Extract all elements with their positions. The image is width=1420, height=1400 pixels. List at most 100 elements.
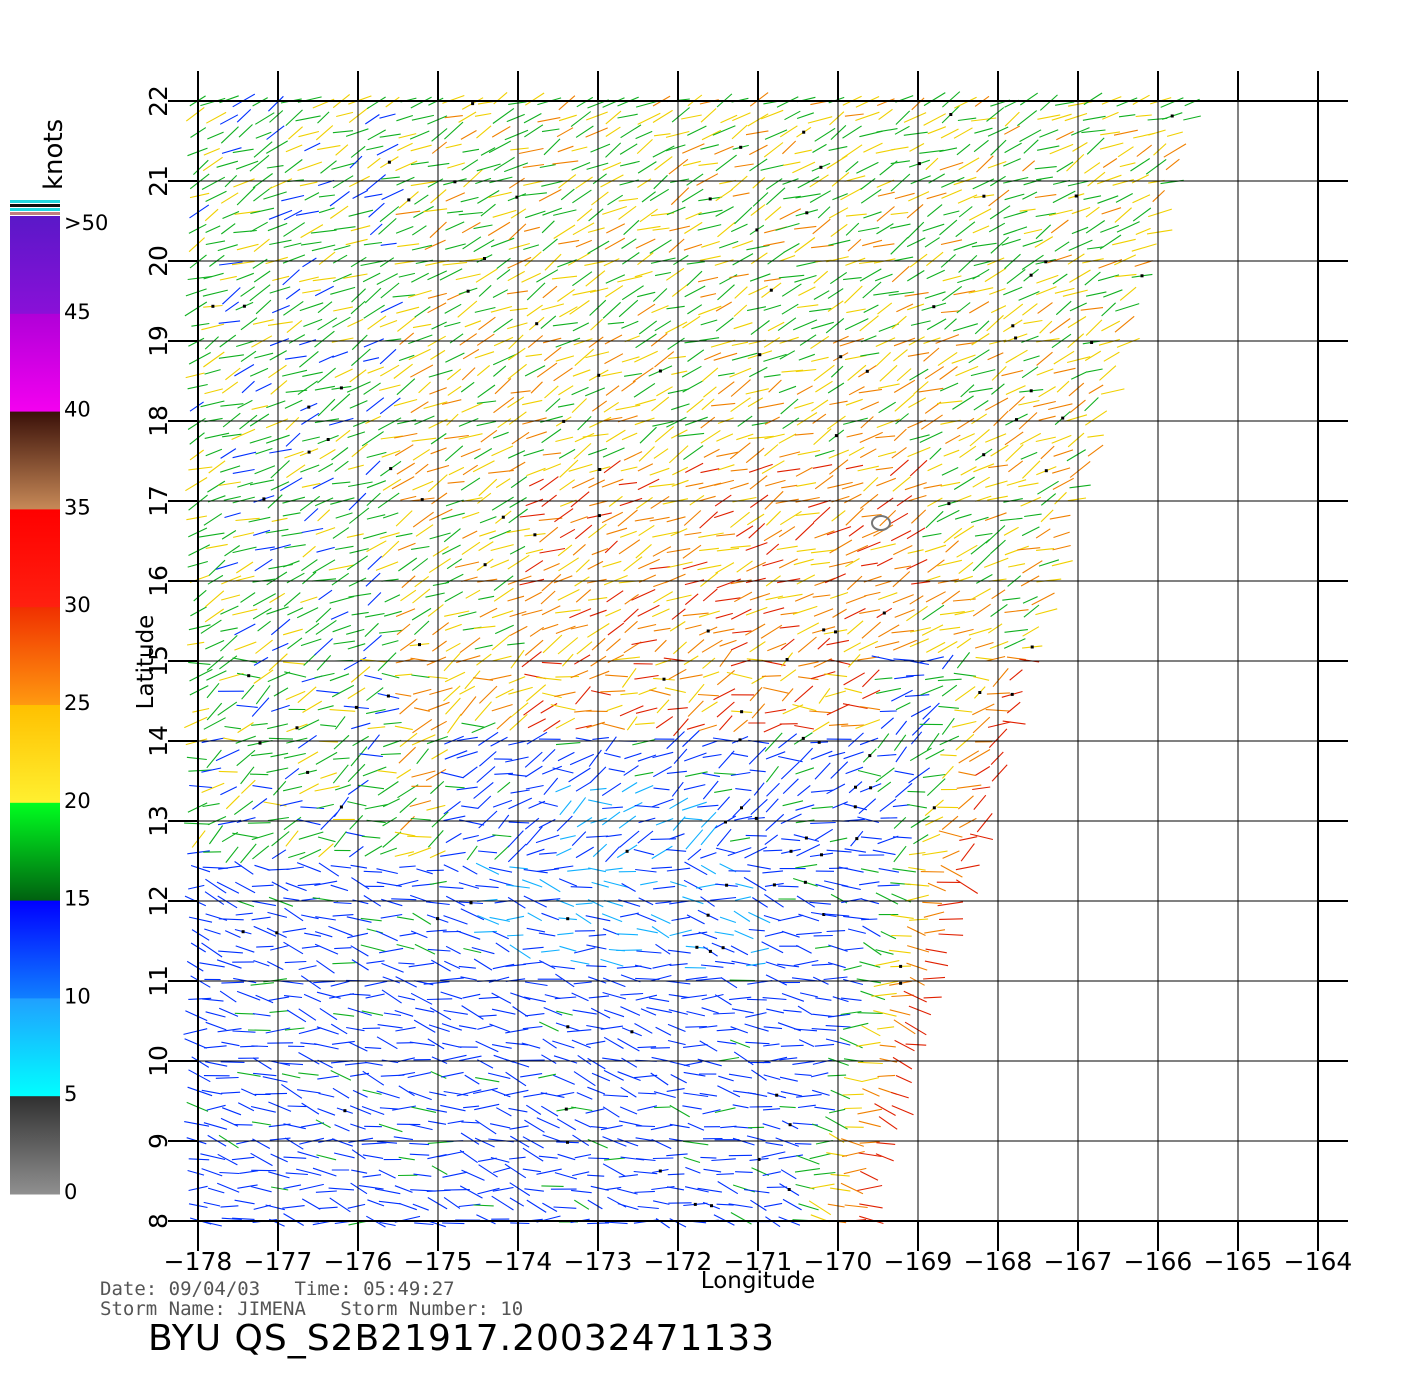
- wind-vector: [347, 1203, 366, 1209]
- wind-vector: [747, 435, 774, 440]
- wind-vector: [377, 781, 399, 796]
- wind-vector: [255, 131, 272, 139]
- rain-flag-dot: [306, 770, 310, 774]
- wind-vector: [797, 784, 811, 797]
- wind-vector: [203, 1221, 222, 1227]
- wind-vector: [398, 1085, 415, 1097]
- wind-vector: [765, 1142, 783, 1146]
- wind-vector: [442, 94, 465, 104]
- wind-vector: [1145, 158, 1167, 175]
- wind-vector: [542, 634, 563, 654]
- wind-vector: [621, 1057, 638, 1068]
- wind-vector: [876, 206, 895, 222]
- wind-vector: [792, 1060, 815, 1065]
- wind-vector: [1035, 436, 1056, 443]
- rain-flag-dot: [822, 628, 826, 632]
- wind-vector: [491, 634, 511, 651]
- wind-vector: [203, 717, 226, 730]
- wind-vector: [703, 671, 720, 678]
- wind-vector: [761, 460, 785, 474]
- wind-vector: [922, 773, 946, 778]
- rain-flag-dot: [597, 373, 601, 377]
- wind-vector: [204, 928, 221, 935]
- wind-vector: [568, 767, 591, 783]
- rain-flag-dot: [343, 1109, 347, 1113]
- wind-vector: [302, 257, 317, 268]
- wind-vector: [328, 925, 353, 937]
- wind-vector: [364, 980, 388, 987]
- wind-vector: [941, 765, 954, 779]
- wind-vector: [637, 1205, 659, 1210]
- wind-vector: [298, 831, 324, 840]
- wind-vector: [605, 142, 622, 158]
- rain-flag-dot: [471, 102, 475, 106]
- wind-vector: [780, 611, 798, 616]
- lon-tick-label: −176: [324, 1247, 393, 1276]
- wind-vector: [413, 707, 430, 712]
- wind-vector: [637, 754, 657, 762]
- wind-vector: [329, 673, 350, 682]
- wind-vector: [812, 1013, 835, 1018]
- wind-vector: [702, 772, 721, 778]
- wind-vector: [697, 564, 722, 571]
- wind-vector: [474, 644, 493, 650]
- wind-vector: [732, 112, 751, 122]
- wind-vector: [456, 786, 478, 791]
- wind-vector: [395, 976, 417, 988]
- wind-vector: [431, 640, 447, 652]
- wind-vector: [576, 1092, 593, 1100]
- rain-flag-dot: [275, 931, 279, 935]
- wind-vector: [394, 673, 413, 677]
- wind-vector: [298, 965, 317, 971]
- wind-vector: [937, 400, 963, 405]
- wind-vector: [817, 206, 831, 219]
- wind-vector: [812, 413, 827, 424]
- wind-vector: [814, 474, 834, 490]
- wind-vector: [412, 323, 432, 329]
- wind-vector: [654, 156, 673, 171]
- wind-vector: [747, 864, 771, 870]
- wind-vector: [891, 315, 907, 330]
- wind-vector: [751, 675, 767, 685]
- wind-vector: [462, 766, 478, 778]
- wind-vector: [252, 1138, 271, 1149]
- rain-flag-dot: [1140, 274, 1144, 278]
- wind-vector: [553, 209, 577, 216]
- wind-vector: [558, 448, 576, 459]
- wind-vector: [315, 1119, 331, 1129]
- wind-vector: [605, 736, 617, 752]
- wind-vector: [736, 560, 753, 573]
- wind-vector: [1023, 139, 1039, 154]
- wind-vector: [777, 593, 803, 600]
- wind-vector: [418, 381, 431, 394]
- wind-vector: [796, 1154, 820, 1165]
- wind-vector: [507, 642, 525, 646]
- wind-vector: [638, 1092, 657, 1095]
- wind-vector: [830, 1187, 851, 1192]
- wind-vector: [1099, 234, 1122, 250]
- wind-vector: [542, 749, 556, 762]
- wind-vector: [448, 466, 465, 476]
- wind-vector: [634, 804, 660, 809]
- wind-vector: [1035, 608, 1058, 616]
- wind-vector: [700, 144, 719, 150]
- wind-vector: [895, 413, 909, 425]
- wind-vector: [350, 945, 369, 957]
- wind-vector: [318, 463, 334, 473]
- rain-flag-dot: [566, 1140, 569, 1144]
- wind-vector: [970, 369, 996, 377]
- wind-vector: [1039, 129, 1059, 138]
- wind-vector: [271, 517, 288, 522]
- wind-vector: [781, 303, 799, 315]
- wind-vector: [490, 736, 508, 747]
- wind-vector: [736, 433, 754, 441]
- wind-vector: [1051, 113, 1072, 121]
- wind-vector: [846, 575, 863, 591]
- wind-vector: [960, 843, 975, 862]
- wind-vector: [925, 157, 939, 171]
- wind-vector: [539, 526, 559, 543]
- wind-vector: [255, 685, 271, 705]
- wind-vector: [398, 354, 415, 362]
- wind-vector: [798, 913, 820, 922]
- wind-vector: [732, 1137, 755, 1146]
